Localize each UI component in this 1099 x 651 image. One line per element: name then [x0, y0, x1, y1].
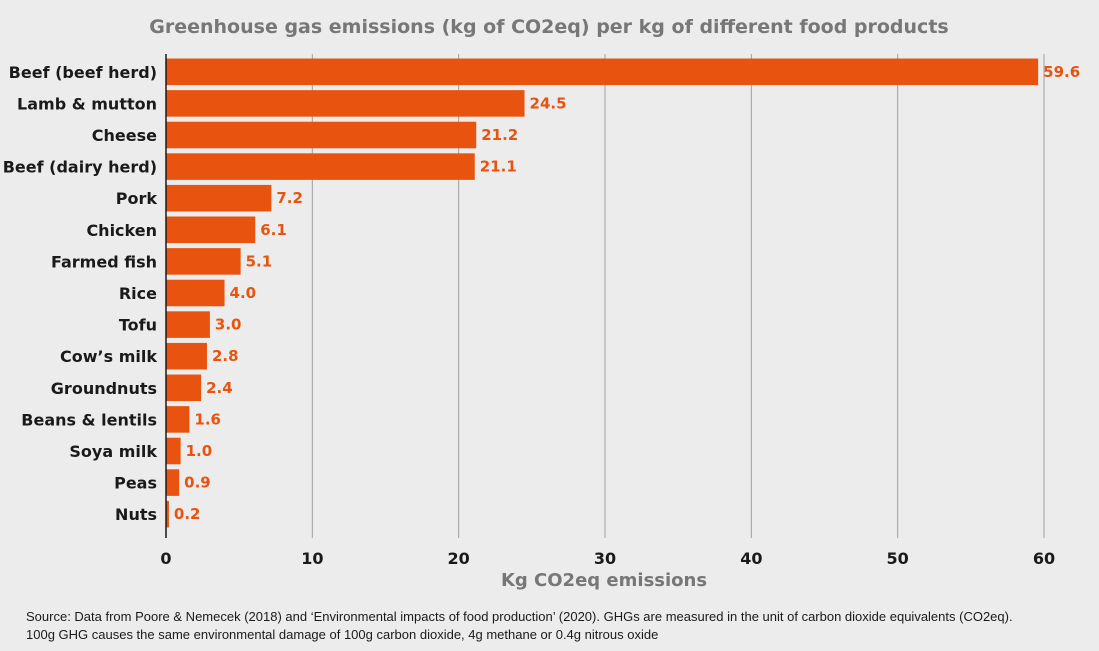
- x-tick-label: 10: [301, 549, 323, 568]
- bar: [166, 184, 272, 212]
- value-label: 59.6: [1043, 63, 1080, 81]
- value-label: 4.0: [230, 284, 257, 302]
- x-tick-label: 60: [1033, 549, 1055, 568]
- value-label: 5.1: [246, 252, 273, 270]
- x-tick-labels: 0 10 20 30 40 50 60: [160, 549, 1055, 568]
- category-label: Lamb & mutton: [17, 94, 157, 113]
- bar: [166, 437, 181, 465]
- bar: [166, 279, 225, 307]
- bar: [166, 469, 180, 496]
- value-label: 0.9: [184, 474, 211, 492]
- category-label: Cow’s milk: [60, 347, 157, 366]
- source-note: Source: Data from Poore & Nemecek (2018)…: [26, 608, 1086, 644]
- category-label: Pork: [116, 189, 158, 208]
- source-line-2: 100g GHG causes the same environmental d…: [26, 627, 659, 642]
- category-label: Beef (dairy herd): [3, 158, 157, 177]
- category-label: Groundnuts: [51, 379, 157, 398]
- value-label: 21.1: [480, 158, 517, 176]
- chart-title: Greenhouse gas emissions (kg of CO2eq) p…: [149, 16, 948, 38]
- source-line-1: Source: Data from Poore & Nemecek (2018)…: [26, 609, 1013, 624]
- bar: [166, 500, 169, 528]
- bar: [166, 374, 202, 402]
- bar: [166, 311, 210, 338]
- bar-chart: Greenhouse gas emissions (kg of CO2eq) p…: [3, 16, 1080, 591]
- bar: [166, 406, 190, 433]
- category-label: Rice: [119, 284, 157, 303]
- bars: [166, 58, 1039, 528]
- bar: [166, 121, 477, 149]
- bar: [166, 216, 256, 244]
- x-tick-label: 30: [594, 549, 616, 568]
- category-label: Nuts: [115, 505, 157, 524]
- bar: [166, 153, 475, 180]
- value-label: 2.8: [212, 347, 239, 365]
- bar: [166, 248, 241, 275]
- category-label: Cheese: [92, 126, 157, 145]
- category-label: Tofu: [119, 316, 157, 335]
- x-tick-label: 40: [740, 549, 762, 568]
- category-label: Farmed fish: [51, 252, 157, 271]
- x-axis-title: Kg CO2eq emissions: [501, 570, 707, 591]
- value-label: 6.1: [260, 221, 287, 239]
- value-label: 2.4: [206, 379, 233, 397]
- x-tick-label: 50: [887, 549, 909, 568]
- x-tick-label: 0: [160, 549, 171, 568]
- value-label: 7.2: [276, 189, 303, 207]
- value-label: 21.2: [481, 126, 518, 144]
- value-label: 1.0: [186, 442, 213, 460]
- value-label: 0.2: [174, 505, 201, 523]
- category-label: Chicken: [86, 221, 157, 240]
- category-label: Peas: [114, 474, 157, 493]
- value-label: 1.6: [194, 410, 221, 428]
- category-label: Beef (beef herd): [9, 63, 157, 82]
- bar: [166, 58, 1039, 86]
- x-tick-label: 20: [448, 549, 470, 568]
- category-labels: Beef (beef herd) Lamb & mutton Cheese Beef …: [3, 63, 158, 524]
- category-label: Soya milk: [69, 442, 157, 461]
- category-label: Beans & lentils: [21, 410, 157, 429]
- value-label: 3.0: [215, 316, 242, 334]
- bar: [166, 90, 525, 117]
- value-label: 24.5: [530, 94, 567, 112]
- value-labels: 59.6 24.5 21.2 21.1 7.2 6.1 5.1 4.0 3.0 2.8 2.4 1.6…: [174, 63, 1080, 523]
- bar: [166, 342, 207, 370]
